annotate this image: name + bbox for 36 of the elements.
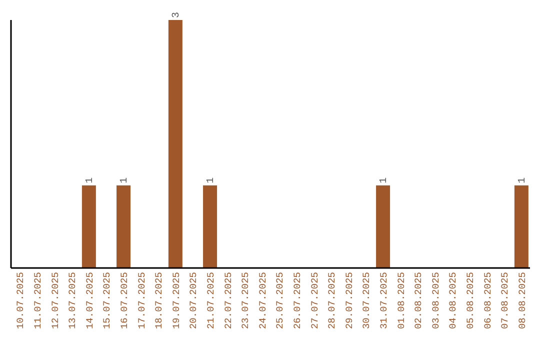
- x-tick-label: 13.07.2025: [67, 272, 78, 330]
- data-label: 1: [379, 177, 390, 184]
- x-tick-label: 28.07.2025: [326, 272, 338, 330]
- x-tick-label: 17.07.2025: [136, 272, 148, 330]
- x-tick-label: 10.07.2025: [15, 272, 26, 330]
- data-label: 1: [206, 177, 218, 184]
- x-tick-label: 02.08.2025: [413, 272, 424, 330]
- x-tick-label: 12.07.2025: [50, 272, 61, 330]
- x-tick-label: 04.08.2025: [448, 272, 459, 330]
- x-tick-label: 26.07.2025: [292, 272, 303, 330]
- x-tick-label: 24.07.2025: [257, 272, 268, 330]
- x-tick-label: 18.07.2025: [154, 272, 165, 330]
- data-label: 1: [84, 177, 96, 184]
- x-tick-label: 25.07.2025: [274, 272, 286, 330]
- x-tick-label: 31.07.2025: [378, 272, 390, 330]
- x-tick-label: 21.07.2025: [205, 272, 216, 330]
- data-label: 3: [171, 12, 182, 18]
- x-tick-label: 05.08.2025: [464, 272, 476, 330]
- x-tick-label: 01.08.2025: [396, 272, 407, 330]
- x-tick-label: 20.07.2025: [188, 272, 200, 330]
- x-tick-label: 27.07.2025: [309, 272, 320, 330]
- data-label: 1: [517, 177, 528, 184]
- x-tick-label: 14.07.2025: [84, 272, 96, 330]
- x-tick-label: 06.08.2025: [482, 272, 494, 330]
- x-tick-label: 07.08.2025: [500, 272, 511, 330]
- x-tick-label: 08.08.2025: [516, 272, 528, 330]
- x-tick-label: 19.07.2025: [170, 272, 182, 330]
- x-tick-label: 15.07.2025: [102, 272, 113, 330]
- x-tick-label: 29.07.2025: [344, 272, 355, 330]
- data-label: 1: [120, 177, 131, 184]
- x-tick-label: 22.07.2025: [222, 272, 234, 330]
- x-tick-label: 03.08.2025: [430, 272, 442, 330]
- x-tick-label: 16.07.2025: [118, 272, 130, 330]
- x-tick-label: 11.07.2025: [32, 272, 44, 330]
- x-tick-label: 23.07.2025: [240, 272, 252, 330]
- x-tick-label: 30.07.2025: [361, 272, 372, 330]
